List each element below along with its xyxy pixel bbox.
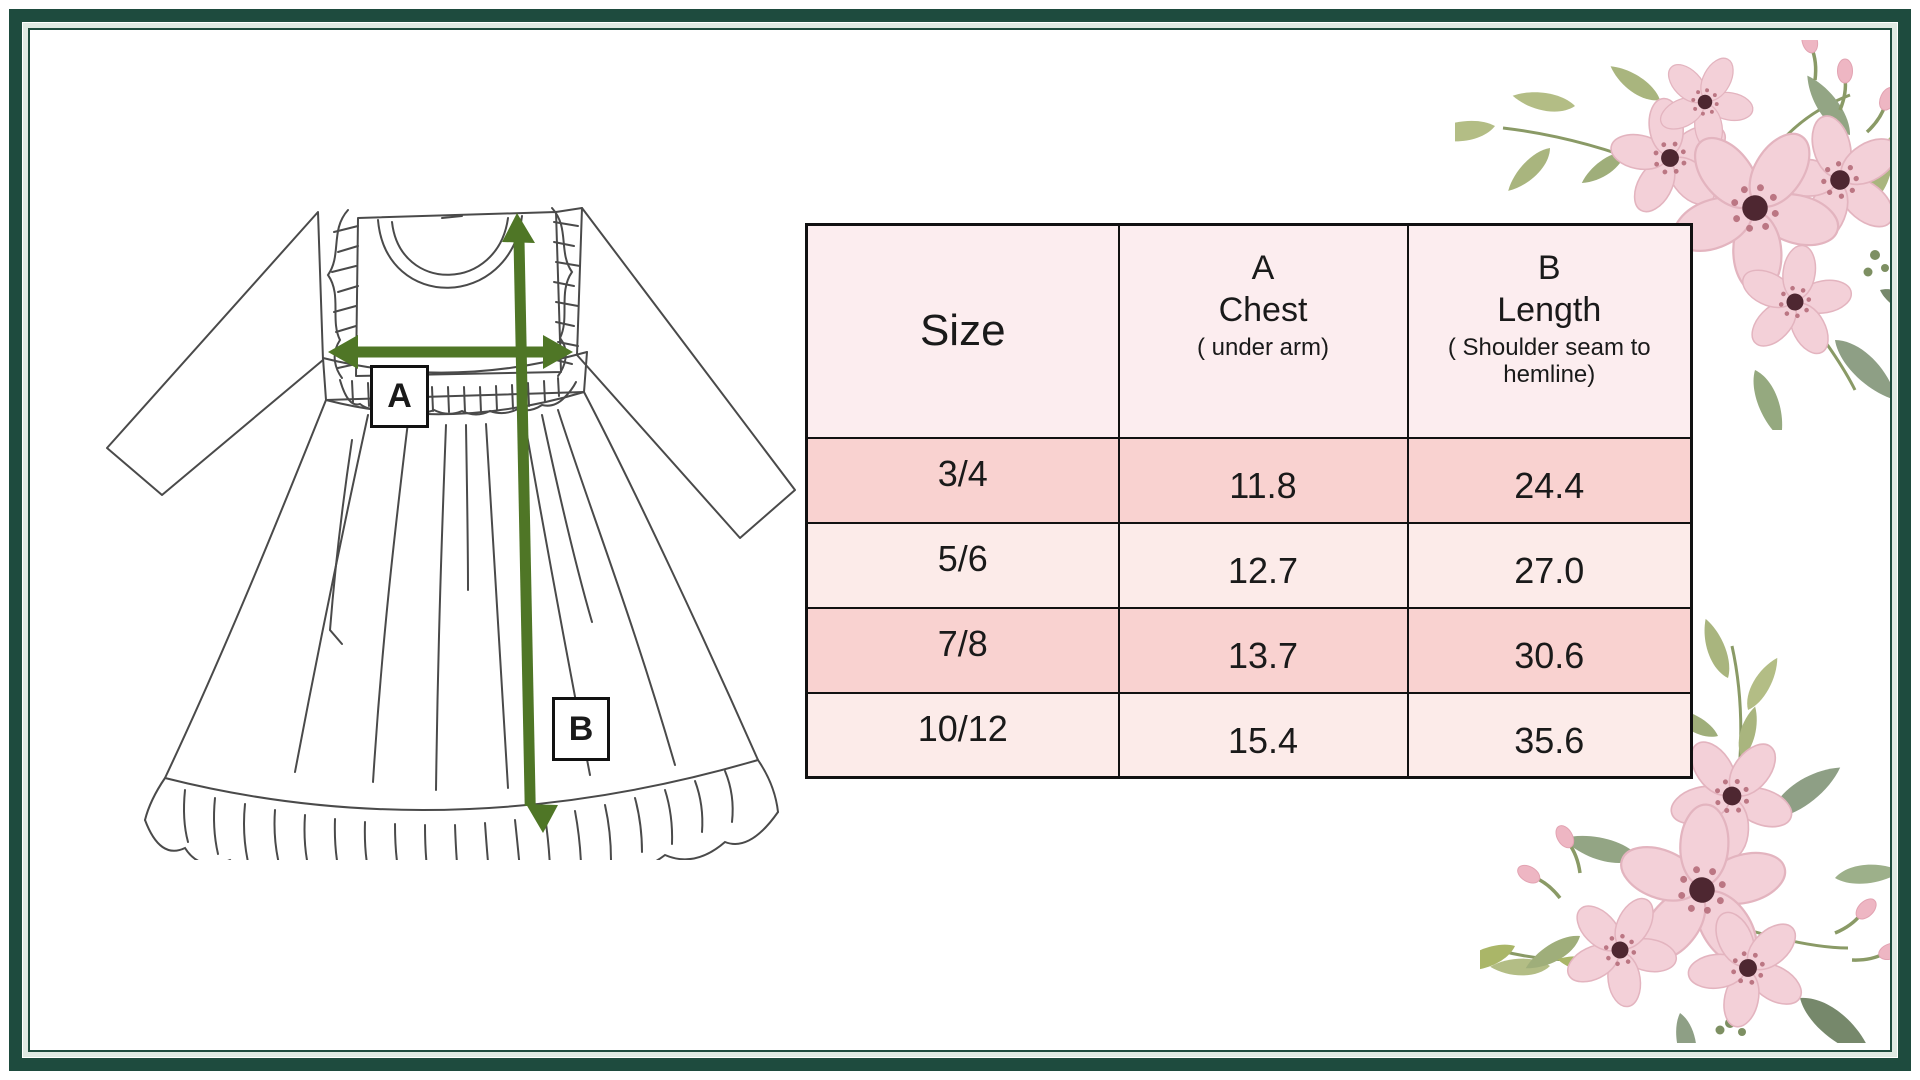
measure-a-label: A [370,365,429,428]
header-chest-letter: A [1251,248,1275,287]
measure-b-arrow [502,213,558,833]
measure-b-label: B [552,697,610,761]
header-chest-title: Chest [1218,291,1308,330]
table-row: 5/6 12.7 27.0 [805,521,1693,609]
size-cell: 10/12 [805,691,1120,779]
chest-cell: 15.4 [1117,691,1409,779]
dress-measurement-diagram [106,207,796,860]
size-cell: 3/4 [805,436,1120,524]
length-cell: 24.4 [1406,436,1693,524]
length-cell: 35.6 [1406,691,1693,779]
header-size: Size [805,223,1120,439]
measure-a-arrow [328,335,573,369]
header-length: B Length ( Shoulder seam to hemline) [1406,223,1693,439]
header-chest: A Chest ( under arm) [1117,223,1409,439]
corner-floral-top-right [1455,40,1890,430]
size-cell: 5/6 [805,521,1120,609]
header-row: Size A Chest ( under arm) B Length ( Sho… [805,223,1693,439]
header-length-title: Length [1497,291,1602,330]
chest-cell: 12.7 [1117,521,1409,609]
table-row: 7/8 13.7 30.6 [805,606,1693,694]
size-cell: 7/8 [805,606,1120,694]
table-row: 3/4 11.8 24.4 [805,436,1693,524]
measure-b-text: B [568,709,594,748]
corner-floral-bottom-right [1480,618,1890,1043]
chest-cell: 13.7 [1117,606,1409,694]
header-length-subtitle: ( Shoulder seam to hemline) [1447,333,1651,389]
header-chest-subtitle: ( under arm) [1196,333,1330,361]
chest-cell: 11.8 [1117,436,1409,524]
length-cell: 27.0 [1406,521,1693,609]
measure-a-text: A [387,377,412,415]
size-chart-table: Size A Chest ( under arm) B Length ( Sho… [805,223,1693,779]
header-size-label: Size [919,306,1006,356]
length-cell: 30.6 [1406,606,1693,694]
table-row: 10/12 15.4 35.6 [805,691,1693,779]
header-length-letter: B [1537,248,1561,287]
